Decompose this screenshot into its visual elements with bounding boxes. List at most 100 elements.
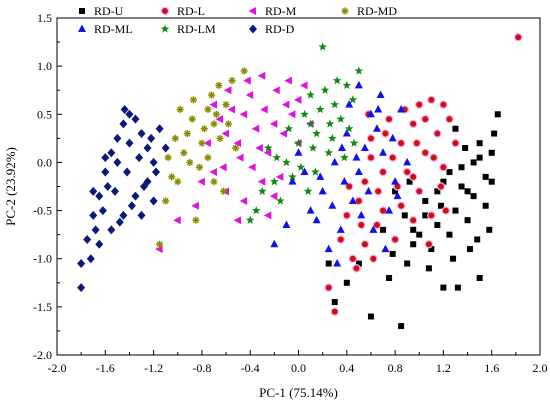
data-point	[450, 255, 457, 262]
data-point	[367, 313, 374, 320]
data-point	[320, 85, 330, 94]
data-point	[257, 177, 266, 186]
x-tick-label: -1.6	[96, 361, 115, 375]
x-tick-label: 0.0	[291, 361, 306, 375]
data-point	[209, 168, 217, 177]
asterisk-stroke	[165, 154, 172, 161]
data-point	[336, 235, 345, 244]
data-point	[464, 188, 471, 195]
data-point	[392, 188, 399, 195]
legend: RD-U RD-L RD-M RD-MD RD-ML RD-LM RD-D	[78, 4, 397, 36]
legend-marker	[160, 6, 170, 16]
data-point	[369, 225, 378, 233]
data-point	[272, 86, 280, 95]
data-point	[215, 81, 223, 89]
data-point	[345, 100, 354, 108]
data-point	[276, 196, 285, 205]
data-point	[336, 114, 346, 123]
data-point	[303, 186, 313, 195]
data-point	[227, 105, 236, 114]
data-point	[316, 172, 325, 180]
data-point	[409, 215, 418, 225]
asterisk-stroke	[232, 144, 239, 152]
data-point	[494, 111, 501, 118]
data-point	[312, 129, 321, 138]
series-rd-ml	[270, 80, 412, 267]
x-axis-label: PC-1 (75.14%)	[259, 385, 338, 400]
asterisk-stroke	[198, 140, 205, 147]
asterisk-stroke	[241, 67, 248, 74]
data-point	[514, 33, 523, 42]
data-point	[223, 86, 232, 95]
data-point	[186, 158, 194, 167]
data-point	[331, 299, 338, 306]
data-point	[288, 177, 297, 185]
asterisk-stroke	[215, 82, 222, 89]
data-point	[147, 133, 156, 143]
data-point	[342, 129, 351, 137]
legend-label: RD-LM	[177, 22, 216, 36]
data-point	[232, 144, 240, 152]
data-point	[421, 114, 430, 124]
data-point	[89, 186, 98, 196]
asterisk-stroke	[210, 120, 218, 127]
data-point	[324, 244, 333, 253]
asterisk-stroke	[189, 116, 196, 123]
data-point	[470, 193, 477, 200]
legend-label: RD-D	[265, 22, 295, 36]
data-point	[378, 167, 388, 177]
data-point	[421, 148, 430, 157]
data-point	[282, 157, 291, 167]
data-point	[204, 154, 212, 162]
data-point	[401, 212, 408, 219]
data-point	[123, 167, 132, 177]
data-point	[446, 231, 453, 238]
data-point	[396, 138, 406, 148]
data-point	[239, 110, 248, 119]
data-point	[101, 167, 110, 177]
data-point	[162, 197, 170, 205]
asterisk-stroke	[204, 106, 211, 113]
data-point	[83, 234, 92, 244]
data-point	[131, 191, 140, 201]
data-point	[409, 119, 418, 129]
x-tick-label: -0.4	[241, 361, 260, 375]
asterisk-stroke	[186, 159, 193, 166]
data-point	[263, 148, 272, 157]
x-tick-label: -1.2	[144, 361, 163, 375]
data-point	[433, 129, 442, 138]
data-point	[156, 240, 164, 248]
data-point	[224, 120, 233, 128]
y-tick-label: 0.5	[37, 107, 52, 121]
data-point	[318, 42, 327, 51]
data-point	[139, 182, 148, 191]
asterisk-stroke	[180, 149, 187, 156]
data-point	[255, 143, 263, 152]
data-point	[466, 246, 473, 253]
data-point	[445, 114, 454, 124]
data-point	[379, 148, 388, 156]
data-point	[324, 148, 333, 157]
data-point	[258, 186, 267, 195]
data-point	[440, 178, 447, 185]
data-point	[207, 91, 216, 99]
data-point	[325, 119, 335, 128]
data-point	[239, 196, 248, 205]
data-point	[119, 210, 128, 220]
data-point	[89, 210, 98, 220]
data-point	[131, 114, 140, 124]
data-point	[452, 207, 459, 214]
data-point	[373, 187, 383, 196]
series-rd-md	[156, 67, 248, 248]
data-point	[137, 210, 146, 220]
data-point	[410, 226, 417, 233]
series-rd-d	[77, 104, 170, 293]
data-point	[330, 307, 339, 316]
data-point	[197, 177, 205, 186]
data-point	[318, 186, 327, 195]
data-point	[288, 172, 297, 181]
data-point	[212, 110, 220, 118]
data-point	[240, 67, 248, 75]
data-point	[115, 217, 124, 227]
data-point	[287, 110, 296, 119]
